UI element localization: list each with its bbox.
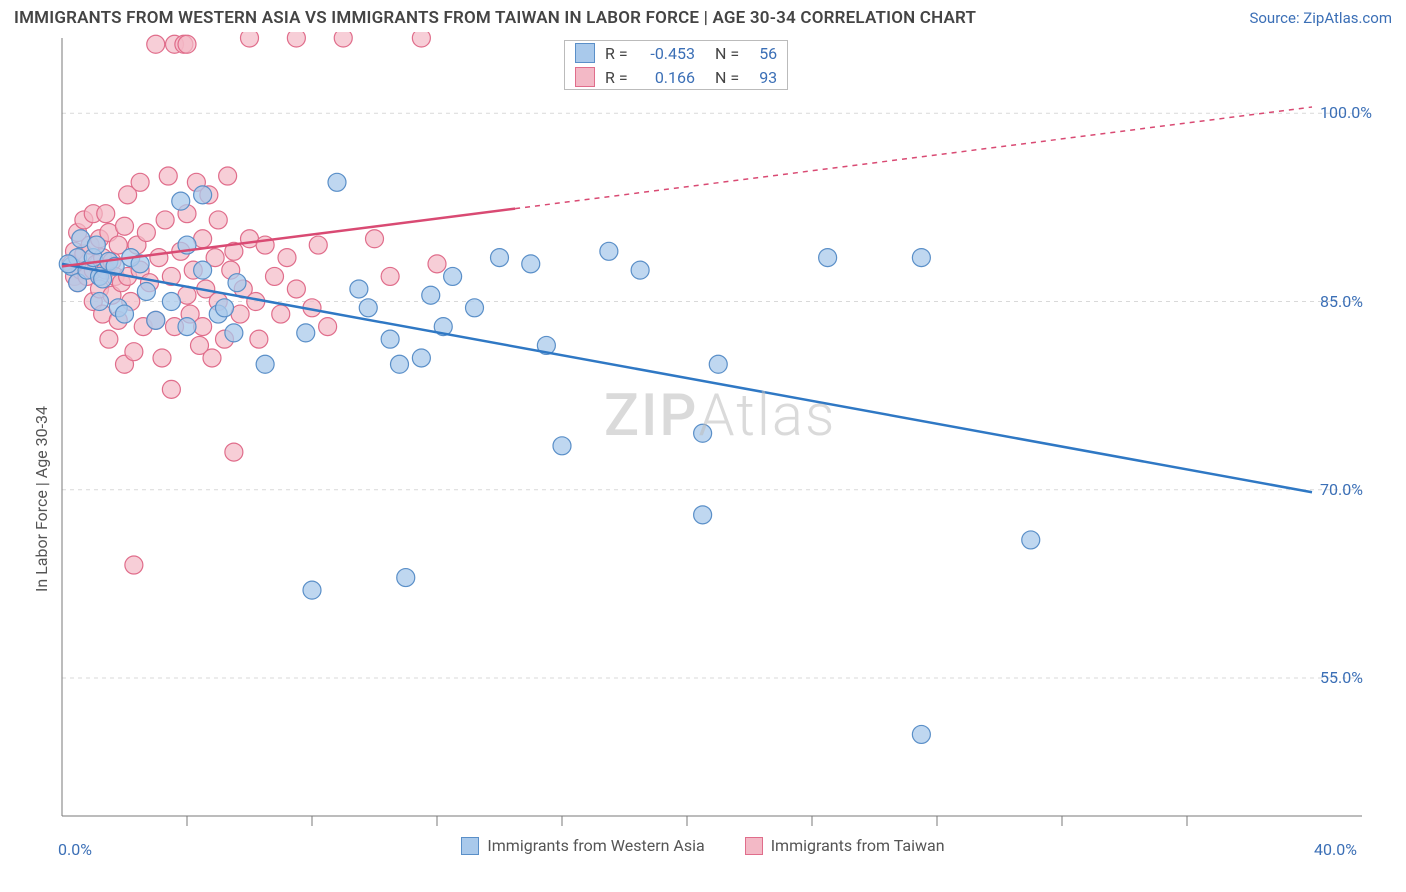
stats-r-value: 0.166 [639,68,695,87]
source-link[interactable]: Source: ZipAtlas.com [1249,9,1392,27]
stats-swatch [575,43,595,63]
legend-item[interactable]: Immigrants from Taiwan [745,836,945,855]
correlation-stats-box: R = -0.453 N = 56 R = 0.166 N = 93 [564,40,788,90]
scatter-chart [14,32,1392,852]
y-tick-label: 55.0% [1320,668,1363,687]
legend-label: Immigrants from Taiwan [771,836,945,855]
legend-swatch [461,837,479,855]
stats-row: R = 0.166 N = 93 [565,65,787,89]
stats-row: R = -0.453 N = 56 [565,41,787,65]
legend: Immigrants from Western Asia Immigrants f… [14,836,1392,855]
y-tick-label: 100.0% [1320,103,1372,122]
y-tick-label: 85.0% [1320,292,1363,311]
legend-label: Immigrants from Western Asia [487,836,704,855]
stats-r-value: -0.453 [639,44,695,63]
stats-n-value: 56 [749,44,777,63]
stats-n-value: 93 [749,68,777,87]
stats-n-label: N = [715,68,739,87]
stats-n-label: N = [715,44,739,63]
title-bar: IMMIGRANTS FROM WESTERN ASIA VS IMMIGRAN… [0,0,1406,32]
legend-item[interactable]: Immigrants from Western Asia [461,836,704,855]
stats-r-label: R = [605,44,629,63]
y-tick-label: 70.0% [1320,480,1363,499]
stats-swatch [575,67,595,87]
stats-r-label: R = [605,68,629,87]
chart-title: IMMIGRANTS FROM WESTERN ASIA VS IMMIGRAN… [14,8,976,28]
chart-container: ZIPAtlas R =-0.453N =56R =0.166N =93 In … [14,32,1392,852]
y-axis-title: In Labor Force | Age 30-34 [32,406,51,592]
legend-swatch [745,837,763,855]
